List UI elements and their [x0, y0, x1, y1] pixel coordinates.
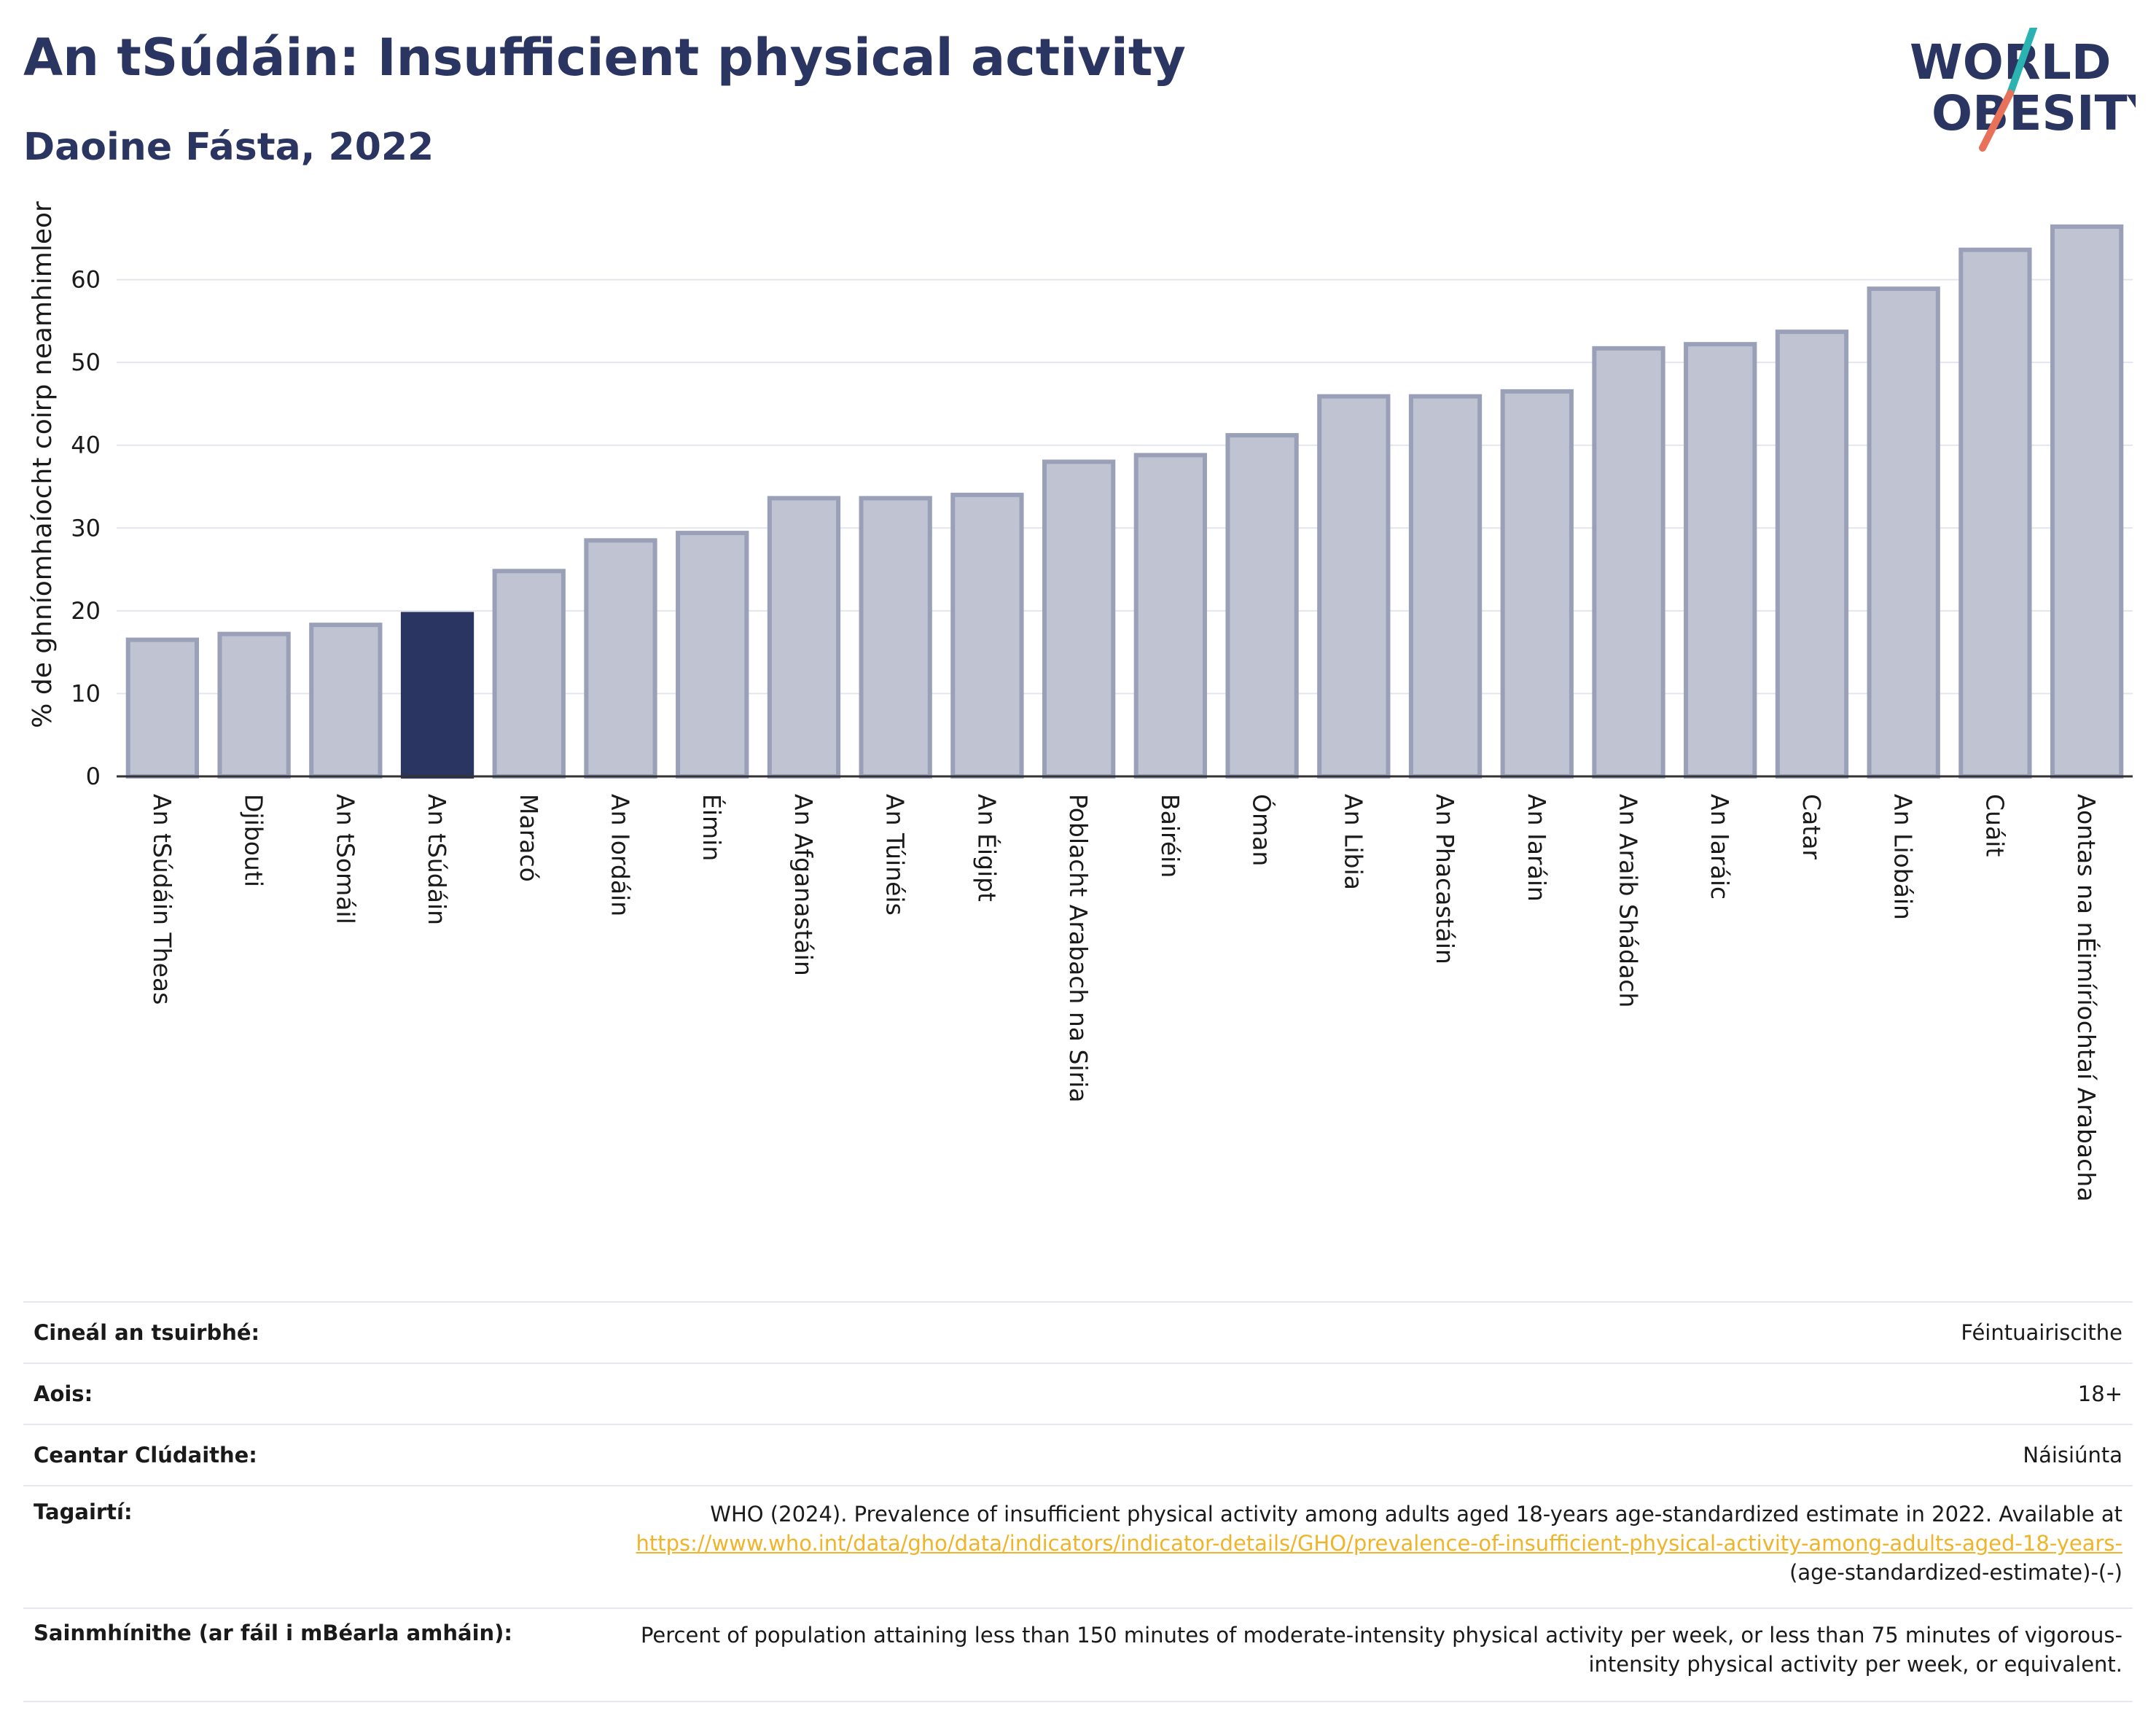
info-table: Cineál an tsuirbhé: Féintuairiscithe Aoi… [23, 1301, 2133, 1702]
references-link[interactable]: https://www.who.int/data/gho/data/indica… [636, 1531, 2122, 1556]
x-tick-label: An tSúdáin Theas [148, 794, 176, 1005]
references-suffix: (age-standardized-estimate)-(-) [1789, 1560, 2122, 1585]
x-tick-label: An Liobáin [1889, 794, 1918, 920]
y-tick-label: 50 [71, 348, 101, 376]
bar [1225, 433, 1299, 779]
world-obesity-logo: WORLD OBESITY [1910, 28, 2136, 152]
coverage-label: Ceantar Clúdaithe: [34, 1443, 257, 1467]
x-tick-label: Cuáit [1980, 794, 2009, 857]
x-tick-label: Maracó [515, 794, 543, 882]
info-row-survey-type: Cineál an tsuirbhé: Féintuairiscithe [23, 1301, 2133, 1362]
x-tick-label: An Iordáin [606, 794, 635, 916]
x-tick-label: An Araib Shádach [1614, 794, 1643, 1007]
x-tick-label: An Éigipt [972, 794, 1001, 902]
info-row-references: Tagairtí: WHO (2024). Prevalence of insu… [23, 1485, 2133, 1607]
references-label: Tagairtí: [34, 1500, 133, 1524]
label-layer: An tSúdáin Theas Djibouti An tSomáil An tSú… [28, 201, 2101, 1201]
bar [1408, 394, 1483, 779]
bar [1775, 330, 1849, 779]
axis-layer: 0 10 20 30 40 50 60 [71, 266, 2133, 790]
x-tick-label: An Libia [1339, 794, 1367, 890]
bar-layer [125, 224, 2124, 779]
x-tick-label: Poblacht Arabach na Siria [1064, 794, 1093, 1103]
x-tick-label: Catar [1797, 794, 1826, 859]
bar [1133, 453, 1208, 779]
bar [492, 569, 566, 779]
bar [400, 612, 474, 779]
info-row-coverage: Ceantar Clúdaithe: Náisiúnta [23, 1424, 2133, 1485]
bar [125, 637, 200, 779]
y-tick-label: 30 [71, 514, 101, 542]
info-row-definitions: Sainmhínithe (ar fáil i mBéarla amháin):… [23, 1607, 2133, 1702]
definitions-label: Sainmhínithe (ar fáil i mBéarla amháin): [34, 1621, 513, 1645]
y-tick-label: 20 [71, 597, 101, 625]
logo-slash-teal [2007, 28, 2037, 97]
x-tick-label: Djibouti [240, 794, 268, 887]
bar [2050, 224, 2124, 779]
bar [767, 496, 841, 779]
x-tick-label: Éimin [698, 794, 727, 861]
x-tick-label: An Phacastáin [1431, 794, 1459, 964]
x-tick-label: An Iaráin [1523, 794, 1551, 902]
x-tick-label: An Túinéis [881, 794, 910, 916]
age-value: 18+ [2077, 1381, 2122, 1406]
bar [1317, 394, 1391, 779]
x-tick-label: Óman [1248, 794, 1277, 866]
x-tick-label: An tSomáil [331, 794, 359, 924]
bar [676, 531, 749, 779]
x-tick-label: An Iaráic [1706, 794, 1734, 900]
logo-text-obesity: OBESITY [1932, 85, 2136, 141]
references-value: WHO (2024). Prevalence of insufficient p… [621, 1486, 2133, 1587]
x-tick-label: An tSúdáin [423, 794, 451, 925]
y-tick-label: 40 [71, 432, 101, 459]
y-tick-label: 0 [86, 763, 101, 790]
bar [859, 496, 932, 779]
bar [1500, 389, 1574, 779]
info-row-age: Aois: 18+ [23, 1362, 2133, 1424]
survey-type-label: Cineál an tsuirbhé: [34, 1320, 260, 1345]
bar [584, 538, 657, 779]
bar [217, 631, 291, 779]
bar [1042, 459, 1116, 779]
page-title: An tSúdáin: Insufficient physical activi… [23, 28, 1186, 87]
coverage-value: Náisiúnta [2023, 1443, 2122, 1467]
page-subtitle: Daoine Fásta, 2022 [23, 125, 434, 169]
logo-text-world: WORLD [1910, 34, 2112, 90]
y-tick-label: 60 [71, 266, 101, 294]
x-tick-label: An Afganastáin [789, 794, 818, 976]
x-tick-label: Bairéin [1156, 794, 1184, 878]
definitions-value: Percent of population attaining less tha… [640, 1623, 2122, 1677]
references-text: WHO (2024). Prevalence of insufficient p… [710, 1502, 2122, 1527]
age-label: Aois: [34, 1381, 93, 1406]
x-tick-label: Aontas na nÉimíríochtaí Arabacha [2072, 794, 2101, 1201]
survey-type-value: Féintuairiscithe [1961, 1320, 2122, 1345]
bar [1592, 346, 1665, 779]
y-tick-label: 10 [71, 679, 101, 707]
bar [1867, 286, 1940, 779]
bar [1958, 247, 2032, 779]
y-axis-label: % de ghníomhaíocht coirp neamhimleor [28, 201, 58, 728]
bar [309, 623, 383, 779]
logo-slash-coral [1979, 90, 2014, 152]
bar [950, 492, 1024, 779]
bar [1684, 342, 1757, 779]
